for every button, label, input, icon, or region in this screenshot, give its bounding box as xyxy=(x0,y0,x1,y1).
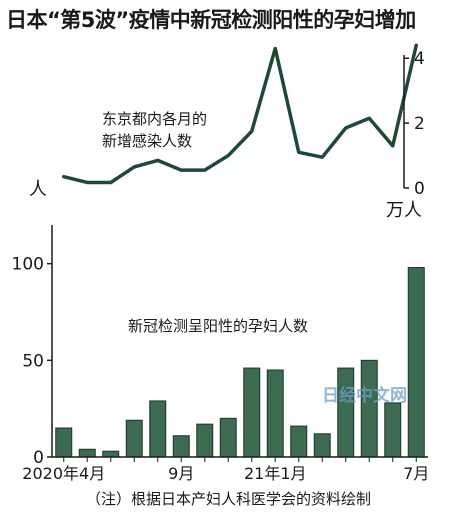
line-series xyxy=(62,43,418,185)
line-series-label: 东京都内各月的 xyxy=(102,110,207,128)
line-y-tick-label: 2 xyxy=(414,114,425,134)
line-series-label: 新增感染人数 xyxy=(102,132,192,150)
bar-unit-label: 人 xyxy=(29,179,47,200)
line-unit-label: 万人 xyxy=(386,200,422,221)
bar xyxy=(55,427,73,458)
bar-y-tick-label: 0 xyxy=(33,448,44,468)
bar xyxy=(149,400,167,458)
watermark: 日经中文网 xyxy=(322,386,407,406)
bar-x-tick-label: 9月 xyxy=(168,464,194,483)
bar xyxy=(384,402,402,458)
bar xyxy=(196,423,214,458)
bar xyxy=(360,359,378,458)
bar xyxy=(102,450,120,458)
bar-series-label: 新冠检测呈阳性的孕妇人数 xyxy=(128,317,308,335)
bar-y-tick-label: 100 xyxy=(12,255,44,275)
bar xyxy=(219,417,237,458)
source-note: （注）根据日本产妇人科医学会的资料绘制 xyxy=(86,490,372,508)
bar-y-tick-label: 50 xyxy=(22,351,44,371)
bar xyxy=(125,419,143,458)
bar xyxy=(290,425,308,458)
bar xyxy=(266,369,284,458)
bar xyxy=(172,435,190,458)
page-title: 日本“第5波”疫情中新冠检测阳性的孕妇增加 xyxy=(6,8,416,32)
bar xyxy=(407,267,425,458)
line-y-tick-label: 4 xyxy=(414,49,425,69)
bar xyxy=(313,433,331,458)
bar-x-tick-label: 21年1月 xyxy=(244,464,307,483)
bar-chart: 0 50 100 2020年4月 9月 21年1月 7月 新冠检测呈阳性的孕妇人数 人 xyxy=(12,179,430,483)
line-y-tick-label: 0 xyxy=(414,179,425,199)
bar xyxy=(78,448,96,458)
bar xyxy=(243,367,261,458)
bar-x-tick-label: 2020年4月 xyxy=(22,464,105,483)
bar-x-tick-label: 7月 xyxy=(403,464,429,483)
